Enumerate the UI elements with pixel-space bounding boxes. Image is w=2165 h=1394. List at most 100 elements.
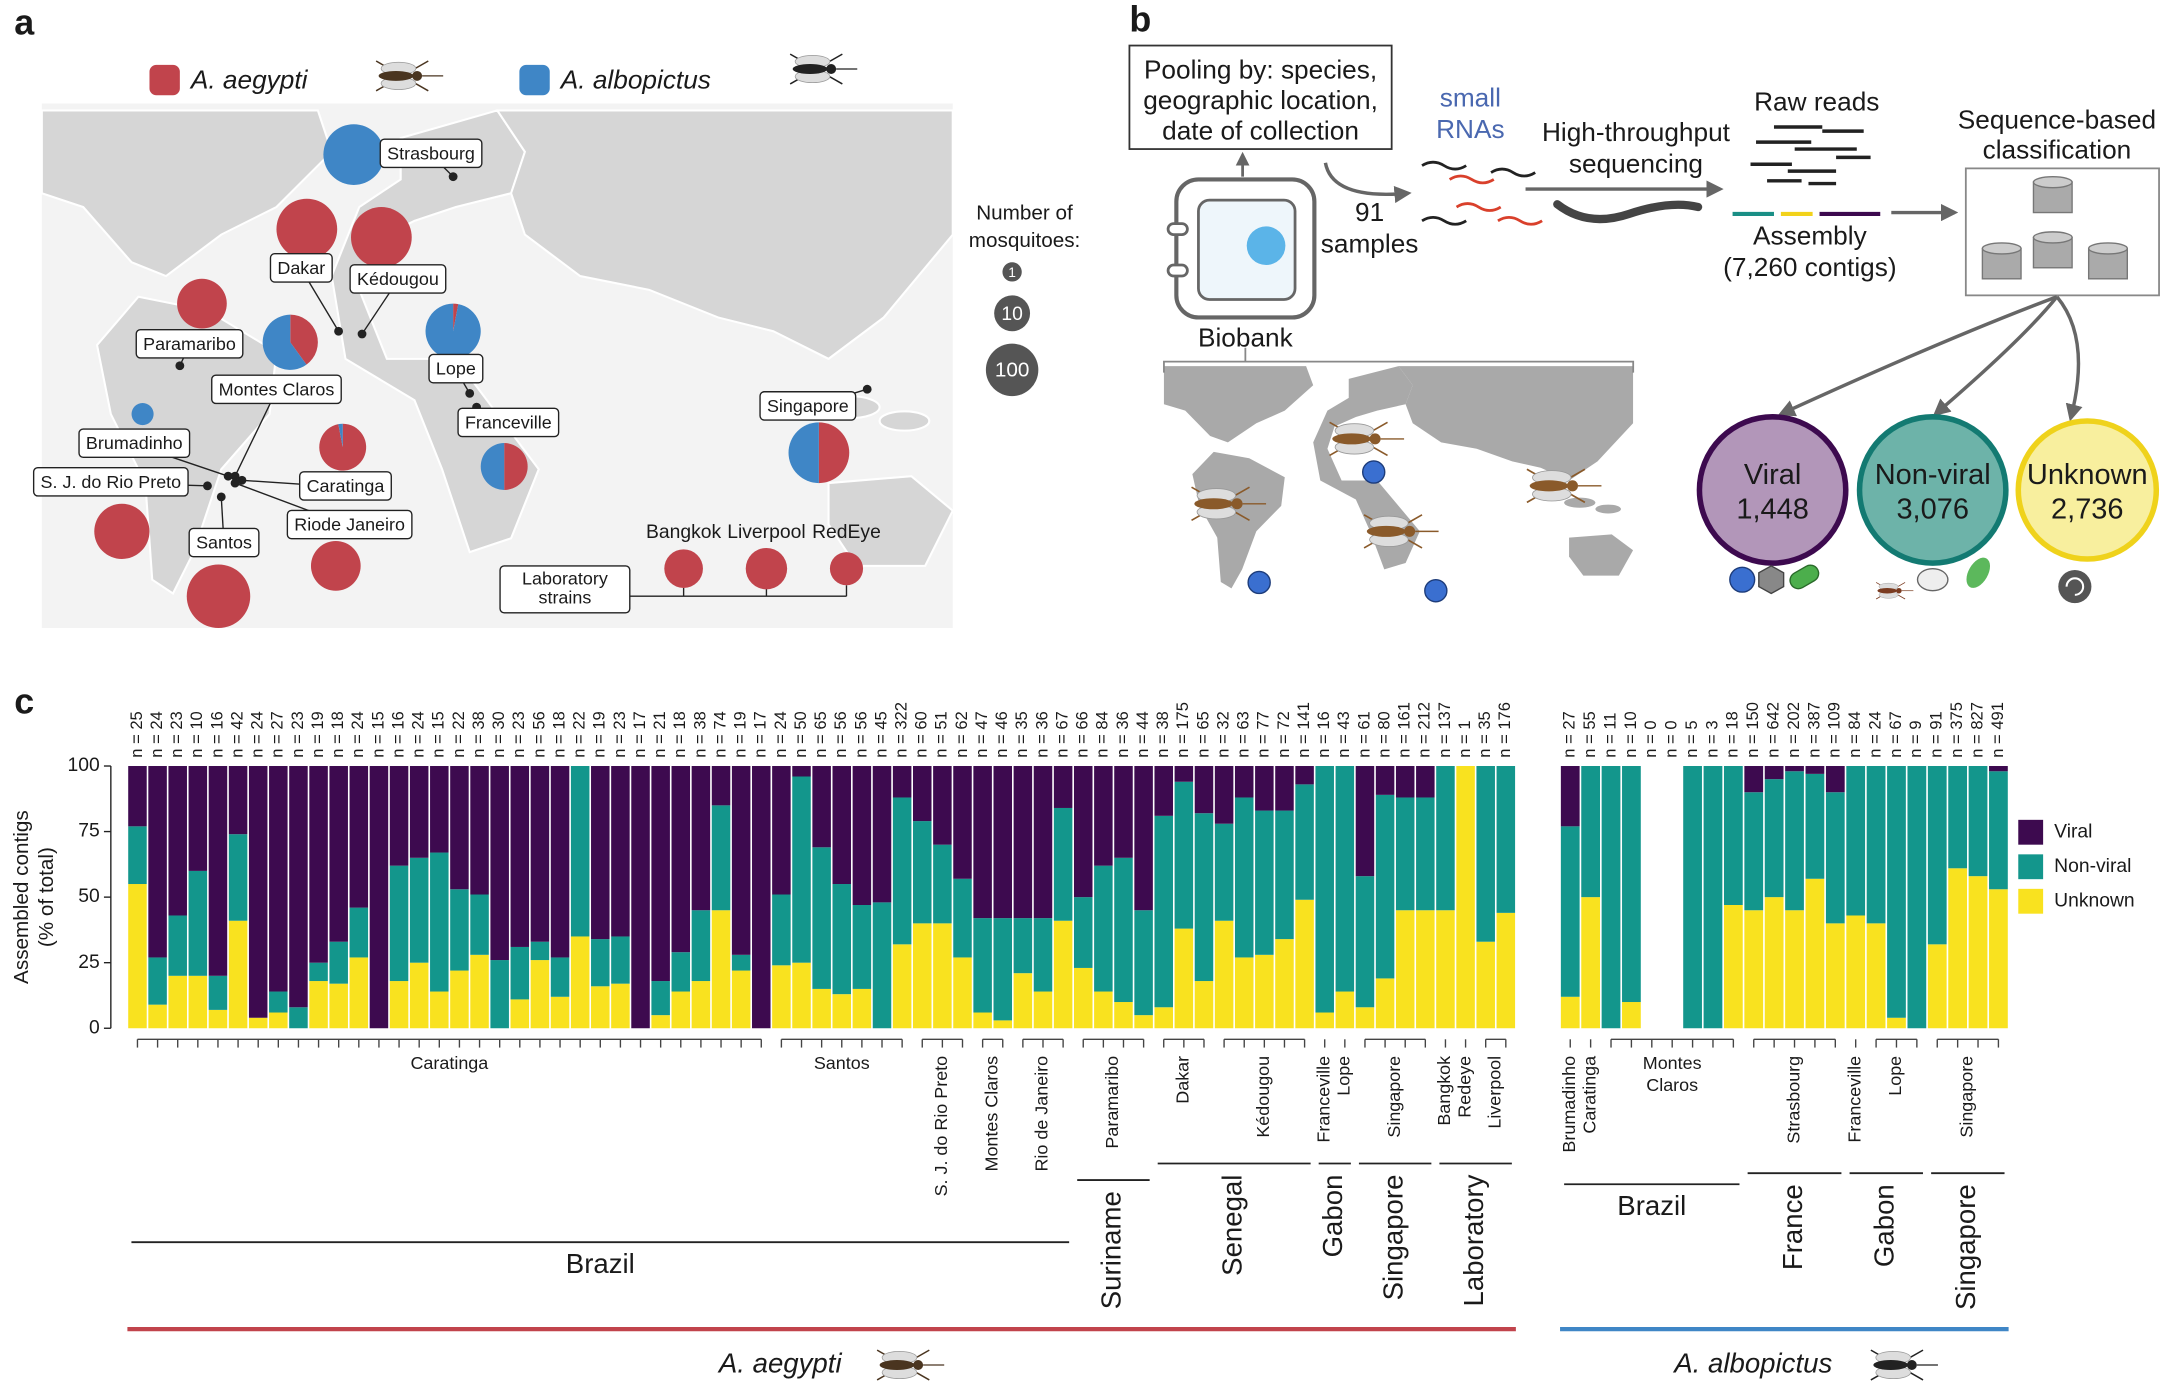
bar-segment — [1395, 797, 1415, 911]
site-box — [457, 407, 560, 438]
content: a b c A. aegypti A. albopictus Strasbourg Daka… — [10, 0, 2160, 1381]
bar-segment — [913, 821, 932, 924]
n-label: n = 17 — [630, 711, 649, 757]
bar-segment — [731, 954, 751, 971]
pie-slice — [350, 207, 412, 268]
label: 91 — [1355, 197, 1384, 227]
bar-segment — [651, 766, 670, 982]
bar-segment — [248, 1017, 268, 1029]
bar-segment — [148, 766, 167, 958]
bar-segment — [772, 894, 791, 966]
pie-slice — [290, 314, 318, 365]
n-label: n = 18 — [328, 711, 347, 757]
n-label: n = 16 — [207, 711, 226, 757]
n-label: n = 65 — [811, 711, 830, 757]
bar-segment — [1805, 766, 1825, 774]
bar-segment — [611, 936, 630, 984]
bar-segment — [792, 776, 811, 963]
bar-segment — [1073, 967, 1093, 1029]
bar-segment — [1927, 944, 1947, 1029]
n-label: n = 63 — [1234, 711, 1253, 757]
database-top — [1981, 242, 2022, 255]
mosquito-icon — [1191, 486, 1267, 522]
pooling-box — [1128, 44, 1393, 150]
site-dot — [175, 361, 185, 371]
bar-segment — [1295, 899, 1314, 1029]
site-label: Riode Janeiro — [294, 515, 405, 535]
class-circle — [1696, 414, 1849, 566]
y-axis-label: (% of total) — [35, 847, 58, 947]
bar-segment — [1234, 797, 1254, 958]
bar-segment — [1416, 910, 1435, 1029]
pie-slice — [425, 303, 481, 359]
virus-icon — [1424, 578, 1448, 603]
n-label: n = 55 — [1580, 711, 1599, 757]
head — [412, 70, 423, 81]
bar-segment — [289, 1007, 308, 1029]
body — [1194, 498, 1233, 510]
country-label: Brazil — [566, 1248, 635, 1279]
bar-segment — [1887, 766, 1906, 1018]
bar-segment — [651, 981, 670, 1016]
location-label: Brumadinho — [1559, 1056, 1579, 1153]
n-label: n = 36 — [1113, 711, 1132, 757]
bar-segment — [993, 918, 1013, 1021]
n-label: n = 38 — [469, 711, 488, 757]
n-label: n = 56 — [831, 711, 850, 757]
location-label: Claros — [1646, 1075, 1698, 1095]
rna — [1421, 160, 1467, 171]
bar-segment — [812, 847, 831, 989]
bar-segment — [1948, 766, 1968, 869]
bar-segment — [792, 766, 811, 777]
panel-letter: c — [14, 681, 34, 721]
legend-swatch — [519, 64, 550, 96]
body — [1529, 480, 1569, 492]
country-label: Laboratory — [1458, 1174, 1489, 1306]
rna — [1421, 216, 1467, 226]
n-label: n = 0 — [1662, 720, 1681, 757]
country-label: Senegal — [1216, 1175, 1247, 1276]
n-label: n = 21 — [650, 711, 669, 757]
size-legend-title: Number of — [976, 201, 1073, 224]
legend-label: A. aegypti — [189, 64, 309, 94]
bar-segment — [470, 954, 489, 1029]
n-label: n = 56 — [529, 711, 548, 757]
label: Sequence-based — [1958, 104, 2156, 134]
bar-segment — [570, 936, 590, 1029]
bar-segment — [168, 915, 187, 976]
n-label: n = 84 — [1845, 711, 1864, 757]
bar-segment — [1255, 766, 1274, 811]
n-label: n = 47 — [972, 711, 991, 757]
location-label: Lope — [1885, 1056, 1905, 1096]
legend-label: Unknown — [2054, 890, 2135, 911]
bar-segment — [1764, 766, 1784, 780]
bar-segment — [1825, 923, 1845, 1029]
n-label: n = 18 — [1723, 711, 1742, 757]
bar-segment — [430, 991, 449, 1029]
database — [2032, 181, 2073, 214]
bar-segment — [269, 991, 288, 1013]
bar-segment — [892, 797, 912, 945]
site-dot — [334, 326, 343, 336]
site-box — [349, 264, 447, 294]
country-label: Singapore — [1950, 1184, 1981, 1310]
pie-slice — [338, 423, 343, 448]
bar-segment — [1887, 1017, 1906, 1029]
unknown-icon — [2058, 570, 2092, 604]
legend-swatch — [149, 64, 180, 96]
n-label: n = 19 — [308, 711, 327, 757]
head — [1404, 525, 1416, 537]
bar-segment — [1094, 766, 1113, 866]
bar-segment — [691, 766, 711, 911]
handle — [1166, 222, 1189, 237]
bar-segment — [550, 957, 570, 997]
bar-segment — [289, 766, 308, 1008]
bar-segment — [510, 766, 530, 947]
virus-icon — [1729, 566, 1756, 593]
bar-segment — [1989, 771, 2008, 890]
label: samples — [1321, 229, 1419, 259]
head — [913, 1360, 924, 1370]
n-label: n = 56 — [851, 711, 870, 757]
label: High-throughput — [1542, 117, 1731, 147]
site-box — [135, 328, 244, 359]
